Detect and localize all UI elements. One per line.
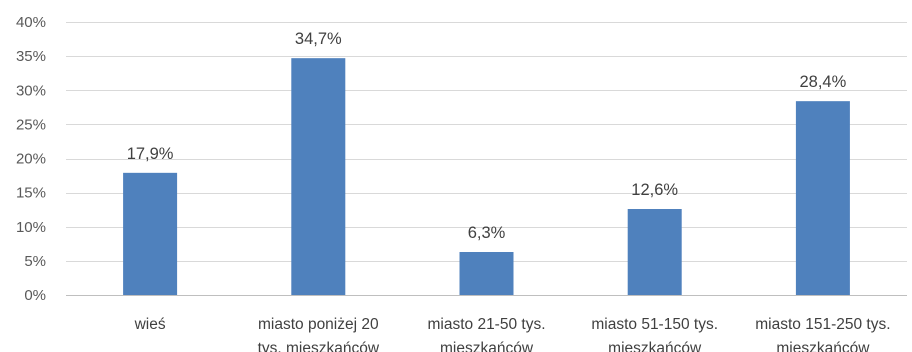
bar (291, 58, 346, 295)
bars (123, 58, 850, 295)
y-tick-label: 10% (16, 219, 46, 236)
bar (795, 101, 850, 295)
x-tick-label: miasto 21-50 tys. mieszkańców (427, 316, 545, 352)
data-label: 12,6% (631, 181, 678, 199)
x-tick-label: miasto 51-150 tys. mieszkańców (591, 316, 718, 352)
bar (627, 209, 682, 295)
y-axis-tick-labels: 0% 5% 10% 15% 20% 25% 30% 35% 40% (16, 14, 46, 304)
x-axis-tick-labels: wieś miasto poniżej 20 tys. mieszkańców mia… (134, 316, 891, 352)
x-tick-label: wieś (134, 316, 166, 333)
y-tick-label: 25% (16, 116, 46, 133)
bar (459, 252, 514, 295)
y-tick-label: 40% (16, 14, 46, 31)
y-tick-label: 30% (16, 82, 46, 99)
y-tick-label: 35% (16, 48, 46, 65)
y-tick-label: 15% (16, 185, 46, 202)
data-label: 6,3% (468, 224, 506, 242)
bar (123, 172, 178, 295)
gridlines (66, 22, 907, 296)
y-tick-label: 0% (24, 287, 46, 304)
x-tick-label: miasto 151-250 tys. mieszkańców (755, 316, 890, 352)
y-tick-label: 20% (16, 151, 46, 168)
data-label: 28,4% (800, 73, 847, 91)
y-tick-label: 5% (24, 253, 46, 270)
x-tick-label: miasto poniżej 20 tys. mieszkańców (258, 316, 380, 352)
data-label: 17,9% (127, 145, 174, 163)
data-label: 34,7% (295, 30, 342, 48)
data-labels: 17,9% 34,7% 6,3% 12,6% 28,4% (127, 30, 847, 242)
